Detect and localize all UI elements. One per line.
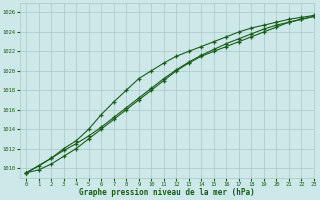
- X-axis label: Graphe pression niveau de la mer (hPa): Graphe pression niveau de la mer (hPa): [79, 188, 255, 197]
